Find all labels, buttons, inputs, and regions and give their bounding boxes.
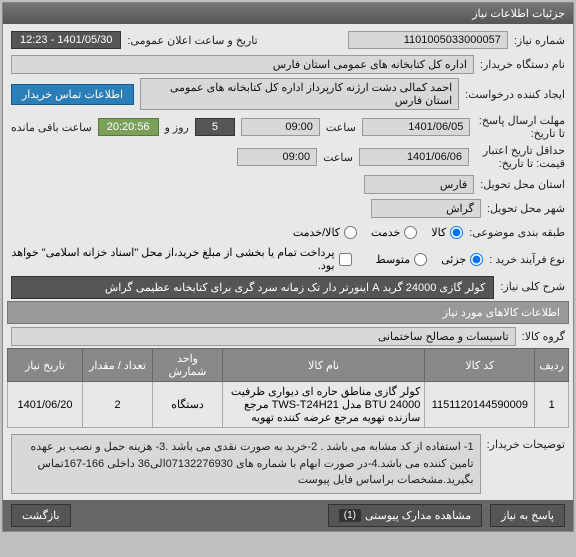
row-process: نوع فرآیند خرید : جزئی متوسط پرداخت تمام… — [7, 244, 569, 274]
table-header-row: ردیف کد کالا نام کالا واحد شمارش تعداد /… — [8, 349, 569, 382]
radio-kala-khedmat-label: کالا/خدمت — [293, 226, 340, 239]
cell-name: کولر گازی مناطق حاره ای دیواری ظرفیت BTU… — [223, 382, 425, 428]
buyer-value: اداره کل کتابخانه های عمومی استان فارس — [11, 55, 474, 74]
radio-kala-khedmat-input[interactable] — [344, 226, 357, 239]
pay-note-check[interactable]: پرداخت تمام یا بخشی از مبلغ خرید،از محل … — [11, 246, 352, 272]
row-creator: ایجاد کننده درخواست: احمد کمالی دشت ارژن… — [7, 76, 569, 112]
classify-label: طبقه بندی موضوعی: — [469, 226, 565, 239]
radio-khedmat-input[interactable] — [404, 226, 417, 239]
attachments-count: (1) — [339, 509, 361, 522]
row-need-title: شرح کلی نیاز: کولر گازی 24000 گرید A این… — [7, 274, 569, 301]
price-valid-label: حداقل تاریخ اعتبارقیمت: تا تاریخ: — [475, 144, 565, 170]
resp-time: 09:00 — [241, 118, 320, 136]
row-group: گروه کالا: تاسیسات و مصالح ساختمانی — [7, 324, 569, 348]
table-row[interactable]: 1 1151120144590009 کولر گازی مناطق حاره … — [8, 382, 569, 428]
row-buyer: نام دستگاه خریدار: اداره کل کتابخانه های… — [7, 52, 569, 76]
remain-days-label: روز و — [165, 121, 189, 134]
radio-medium-label: متوسط — [376, 253, 411, 266]
radio-partial-label: جزئی — [441, 253, 466, 266]
row-resp-deadline: مهلت ارسال پاسخ:تا تاریخ: 1401/06/05 ساع… — [7, 112, 569, 142]
attachments-button-label: مشاهده مدارک پیوستی — [365, 509, 471, 522]
cell-unit: دستگاه — [153, 382, 223, 428]
radio-khedmat[interactable]: خدمت — [371, 226, 417, 239]
remain-time-label: ساعت باقی مانده — [11, 121, 92, 134]
attachments-button[interactable]: مشاهده مدارک پیوستی (1) — [328, 504, 482, 527]
cell-code: 1151120144590009 — [425, 382, 535, 428]
radio-kala-label: کالا — [431, 226, 446, 239]
pay-note-label: پرداخت تمام یا بخشی از مبلغ خرید،از محل … — [11, 246, 335, 272]
need-no-label: شماره نیاز: — [514, 34, 565, 47]
items-table: ردیف کد کالا نام کالا واحد شمارش تعداد /… — [7, 348, 569, 428]
col-idx: ردیف — [535, 349, 569, 382]
time-label-1: ساعت — [326, 121, 356, 134]
time-label-2: ساعت — [323, 151, 353, 164]
radio-partial-input[interactable] — [470, 253, 483, 266]
row-deliver-prov: استان محل تحویل: فارس — [7, 172, 569, 196]
creator-label: ایجاد کننده درخواست: — [465, 88, 565, 101]
col-code: کد کالا — [425, 349, 535, 382]
process-radios: جزئی متوسط — [376, 253, 484, 266]
resp-deadline-label: مهلت ارسال پاسخ:تا تاریخ: — [476, 114, 565, 140]
deliver-city: گراش — [371, 199, 481, 218]
row-need-no: شماره نیاز: 1101005033000057 تاریخ و ساع… — [7, 28, 569, 52]
group-label: گروه کالا: — [522, 330, 565, 343]
panel-title: جزئیات اطلاعات نیاز — [3, 3, 573, 24]
classify-radios: کالا خدمت کالا/خدمت — [293, 226, 463, 239]
details-panel: جزئیات اطلاعات نیاز شماره نیاز: 11010050… — [2, 2, 574, 532]
resp-date: 1401/06/05 — [362, 118, 471, 136]
need-title-value: کولر گازی 24000 گرید A اینورتر دار تک زم… — [11, 276, 494, 299]
row-classify: طبقه بندی موضوعی: کالا خدمت کالا/خدمت — [7, 220, 569, 244]
back-button-label: بازگشت — [22, 509, 60, 522]
col-unit: واحد شمارش — [153, 349, 223, 382]
buyer-label: نام دستگاه خریدار: — [480, 58, 565, 71]
cell-date: 1401/06/20 — [8, 382, 83, 428]
col-date: تاریخ نیاز — [8, 349, 83, 382]
row-price-valid: حداقل تاریخ اعتبارقیمت: تا تاریخ: 1401/0… — [7, 142, 569, 172]
radio-medium[interactable]: متوسط — [376, 253, 428, 266]
deliver-city-label: شهر محل تحویل: — [487, 202, 565, 215]
group-value: تاسیسات و مصالح ساختمانی — [11, 327, 516, 346]
price-valid-time: 09:00 — [237, 148, 317, 166]
radio-partial[interactable]: جزئی — [441, 253, 483, 266]
panel-body: شماره نیاز: 1101005033000057 تاریخ و ساع… — [3, 24, 573, 500]
reply-button[interactable]: پاسخ به نیاز — [490, 504, 565, 527]
creator-value: احمد کمالی دشت ارژنه کارپرداز اداره کل ک… — [140, 78, 459, 110]
deliver-prov-label: استان محل تحویل: — [480, 178, 565, 191]
cell-idx: 1 — [535, 382, 569, 428]
reply-button-label: پاسخ به نیاز — [501, 509, 554, 522]
radio-kala-khedmat[interactable]: کالا/خدمت — [293, 226, 357, 239]
pay-note-checkbox[interactable] — [339, 253, 352, 266]
buyer-notes-value: 1- استفاده از کد مشابه می باشد . 2-خرید … — [11, 434, 481, 494]
announce-value: 1401/05/30 - 12:23 — [11, 31, 121, 49]
process-label: نوع فرآیند خرید : — [489, 253, 565, 266]
cell-qty: 2 — [83, 382, 153, 428]
announce-label: تاریخ و ساعت اعلان عمومی: — [127, 34, 257, 47]
col-name: نام کالا — [223, 349, 425, 382]
remain-days: 5 — [195, 118, 235, 136]
row-buyer-notes: توضیحات خریدار: 1- استفاده از کد مشابه م… — [7, 432, 569, 496]
row-deliver-city: شهر محل تحویل: گراش — [7, 196, 569, 220]
items-section-header: اطلاعات کالاهای مورد نیاز — [7, 301, 569, 324]
deliver-prov: فارس — [364, 175, 474, 194]
remain-time: 20:20:56 — [98, 118, 159, 136]
contact-buyer-button[interactable]: اطلاعات تماس خریدار — [11, 84, 134, 105]
radio-khedmat-label: خدمت — [371, 226, 400, 239]
radio-kala[interactable]: کالا — [431, 226, 463, 239]
col-qty: تعداد / مقدار — [83, 349, 153, 382]
buyer-notes-label: توضیحات خریدار: — [487, 434, 565, 451]
need-no-value: 1101005033000057 — [348, 31, 508, 49]
price-valid-date: 1401/06/06 — [359, 148, 469, 166]
footer-bar: پاسخ به نیاز مشاهده مدارک پیوستی (1) باز… — [3, 500, 573, 531]
radio-kala-input[interactable] — [450, 226, 463, 239]
back-button[interactable]: بازگشت — [11, 504, 71, 527]
need-title-label: شرح کلی نیاز: — [500, 276, 565, 293]
radio-medium-input[interactable] — [414, 253, 427, 266]
